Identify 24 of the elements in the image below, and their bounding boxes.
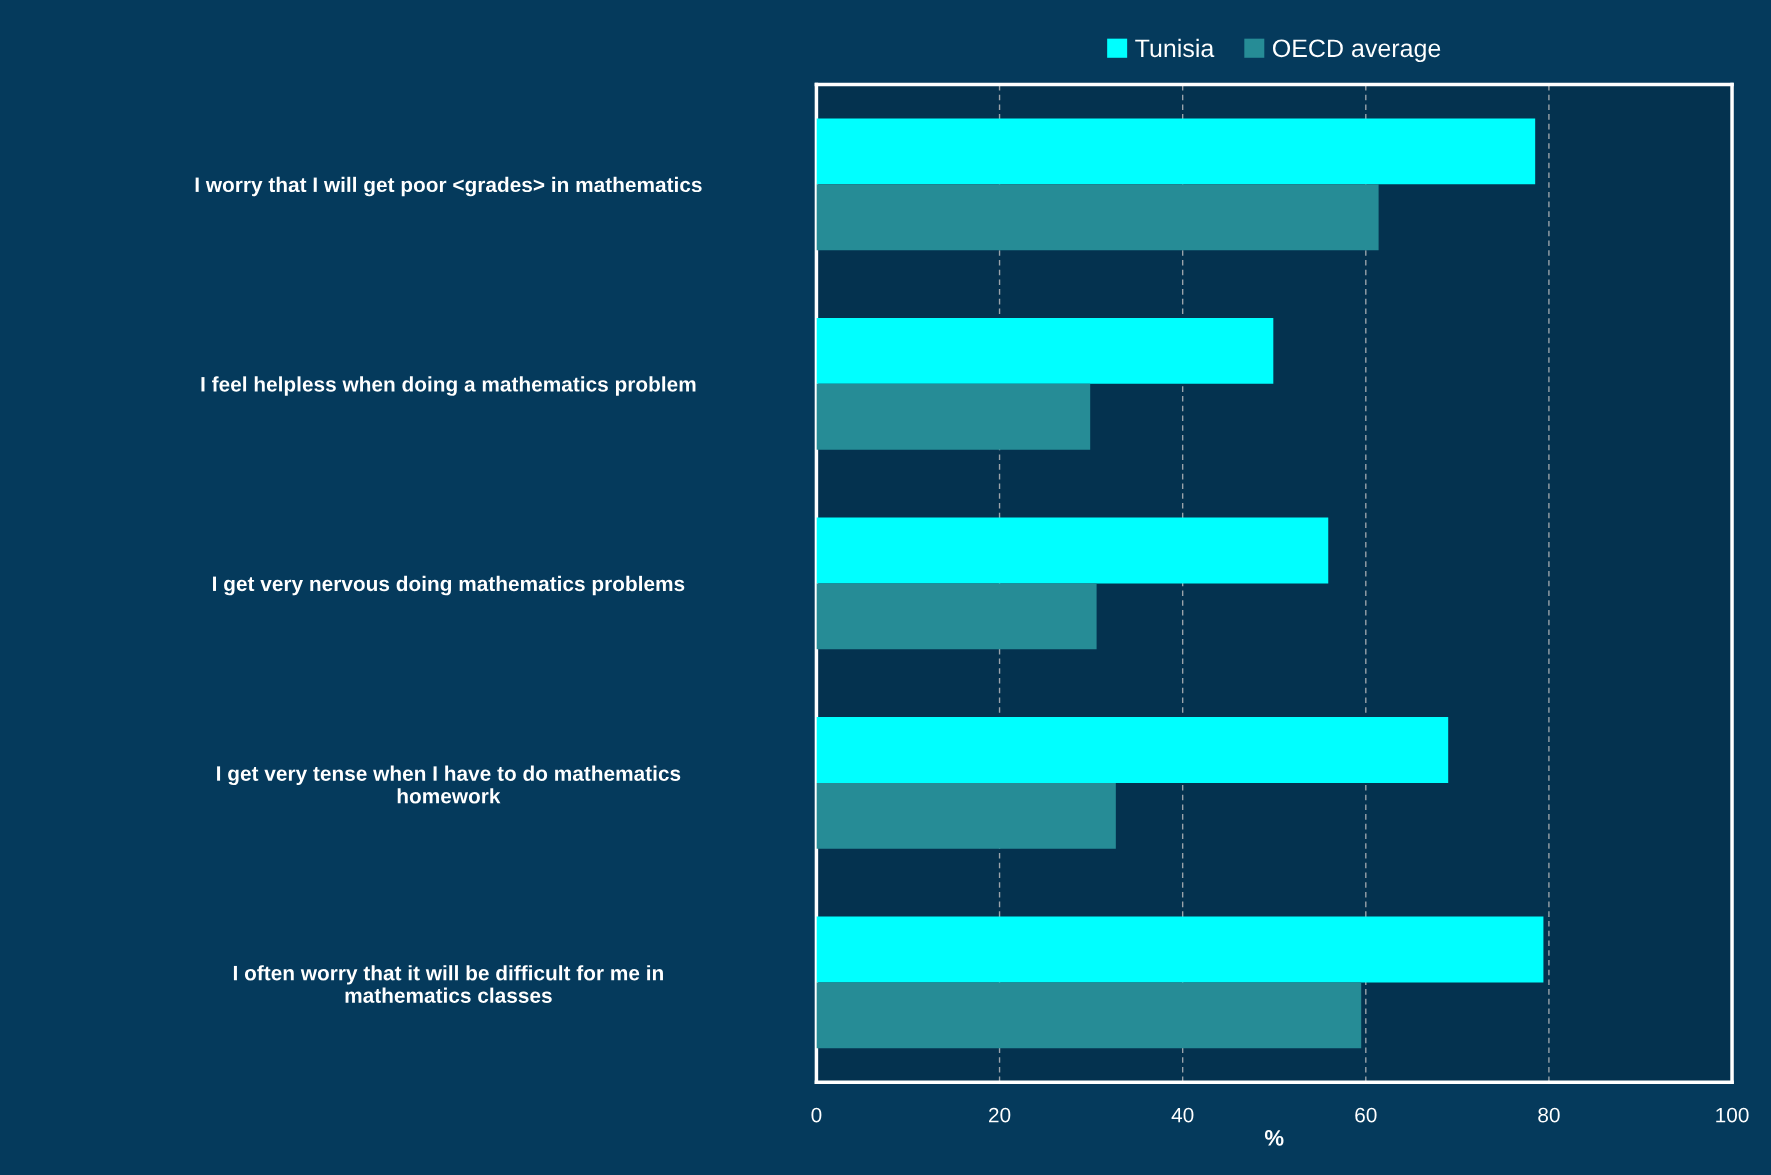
bar bbox=[816, 517, 1329, 584]
x-tick-label: 60 bbox=[1355, 1107, 1377, 1123]
legend-label: Tunisia bbox=[1135, 38, 1215, 58]
bar bbox=[816, 118, 1536, 185]
y-tick-label: I get very nervous doing mathematics problems bbox=[213, 575, 685, 596]
x-tick-label: 80 bbox=[1538, 1107, 1560, 1123]
bar bbox=[816, 782, 1116, 849]
bar bbox=[816, 916, 1544, 983]
y-tick-label: I worry that I will get poor <grades> in mathematics bbox=[195, 176, 702, 197]
x-axis-title: % bbox=[1264, 1130, 1284, 1146]
y-tick-label: I get very tense when I have to do mathematics homework bbox=[217, 765, 681, 804]
legend-label: OECD average bbox=[1272, 39, 1441, 63]
bar bbox=[816, 717, 1449, 783]
bar bbox=[816, 318, 1274, 384]
x-tick-label: 40 bbox=[1171, 1107, 1194, 1123]
y-tick-label: I feel helpless when doing a mathematics problem bbox=[201, 376, 696, 396]
x-tick-label: 0 bbox=[811, 1107, 822, 1123]
x-tick-label: 100 bbox=[1716, 1107, 1749, 1123]
bar bbox=[816, 982, 1362, 1049]
bar bbox=[816, 583, 1097, 650]
bar bbox=[816, 184, 1379, 251]
x-tick-label: 20 bbox=[989, 1107, 1011, 1123]
bar bbox=[816, 383, 1091, 450]
y-tick-label: I often worry that it will be difficult for me in mathematics classes bbox=[233, 965, 663, 1003]
